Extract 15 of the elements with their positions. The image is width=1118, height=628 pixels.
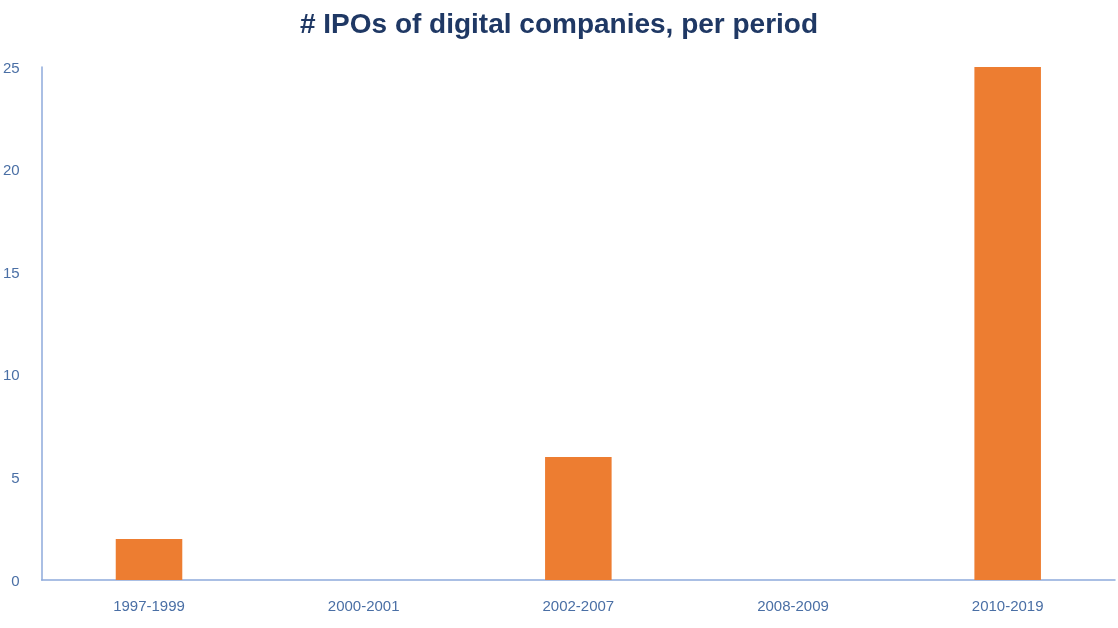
chart-title: # IPOs of digital companies, per period xyxy=(299,7,819,39)
bar xyxy=(115,538,183,580)
y-tick-label: 5 xyxy=(11,468,20,486)
y-tick-label: 10 xyxy=(3,366,20,384)
y-tick-label: 0 xyxy=(11,571,20,589)
bar xyxy=(974,67,1041,580)
x-tick-label: 2002-2007 xyxy=(542,597,615,614)
y-tick-label: 20 xyxy=(3,161,20,179)
y-tick-label: 15 xyxy=(3,263,20,281)
x-tick-label: 2010-2019 xyxy=(971,597,1044,614)
bar xyxy=(545,456,612,580)
y-tick-label: 25 xyxy=(3,58,20,76)
x-tick-label: 2000-2001 xyxy=(327,597,400,614)
x-tick-label: 1997-1999 xyxy=(113,597,185,614)
x-tick-label: 2008-2009 xyxy=(757,597,829,614)
